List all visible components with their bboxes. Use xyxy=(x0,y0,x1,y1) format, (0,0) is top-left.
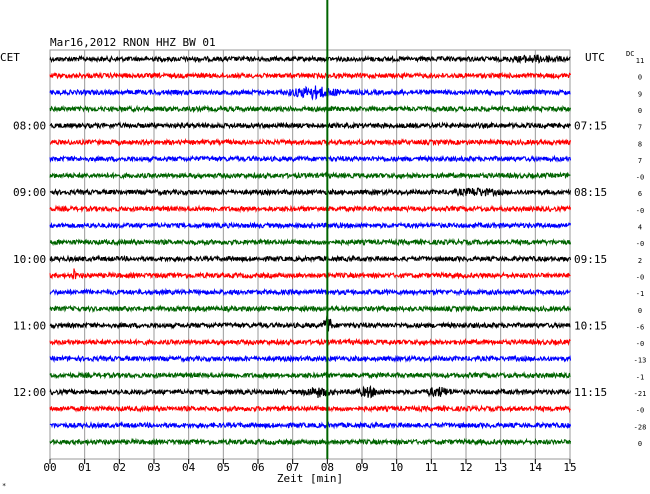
chart-title: Mar16,2012 RNON HHZ BW 01 xyxy=(50,36,216,49)
trace-16 xyxy=(49,315,571,332)
trace-8 xyxy=(49,187,572,198)
left-axis-title: CET xyxy=(0,51,20,64)
dc-offset-label: 6 xyxy=(638,190,642,198)
dc-offset-label: 0 xyxy=(638,74,642,82)
x-tick-label: 05 xyxy=(217,461,230,474)
trace-3 xyxy=(49,104,572,114)
trace-21 xyxy=(49,404,571,414)
trace-17 xyxy=(49,337,571,347)
x-tick-label: 04 xyxy=(182,461,196,474)
dc-offset-label: -0 xyxy=(636,407,644,415)
left-time-label: 09:00 xyxy=(13,186,46,199)
dc-offset-label: 7 xyxy=(638,124,642,132)
right-time-label: 09:15 xyxy=(574,253,607,266)
trace-18 xyxy=(49,354,572,364)
trace-14 xyxy=(49,287,571,297)
x-tick-label: 11 xyxy=(425,461,438,474)
trace-22 xyxy=(49,420,572,430)
dc-offset-label: -1 xyxy=(636,373,644,381)
x-tick-label: 03 xyxy=(147,461,160,474)
trace-2 xyxy=(49,85,571,101)
x-tick-label: 10 xyxy=(390,461,403,474)
dc-offset-label: 4 xyxy=(638,224,642,232)
right-time-label: 11:15 xyxy=(574,386,607,399)
trace-5 xyxy=(49,137,572,147)
trace-9 xyxy=(49,204,572,214)
left-time-label: 10:00 xyxy=(13,253,46,266)
dc-offset-label: -0 xyxy=(636,240,644,248)
right-time-label: 07:15 xyxy=(574,120,607,133)
x-tick-label: 07 xyxy=(286,461,299,474)
x-tick-label: 15 xyxy=(563,461,576,474)
trace-15 xyxy=(49,304,572,314)
dc-offset-label: -1 xyxy=(636,290,644,298)
trace-6 xyxy=(49,154,572,164)
label-layer: Mar16,2012 RNON HHZ BW 01 CET UTC DC Zei… xyxy=(0,36,646,490)
dc-offset-label: 0 xyxy=(638,440,642,448)
dc-offset-label: -0 xyxy=(636,273,644,281)
trace-1 xyxy=(49,71,572,81)
trace-13 xyxy=(49,268,571,280)
dc-offset-label: -0 xyxy=(636,174,644,182)
trace-0 xyxy=(49,54,571,64)
trace-7 xyxy=(49,171,571,180)
x-tick-label: 14 xyxy=(529,461,543,474)
dc-offset-label: 0 xyxy=(638,307,642,315)
dc-offset-label: 7 xyxy=(638,157,642,165)
x-tick-label: 13 xyxy=(494,461,507,474)
dc-offset-label: -13 xyxy=(634,357,647,365)
dc-label: DC xyxy=(626,50,634,58)
dc-offset-label: -0 xyxy=(636,340,644,348)
x-tick-label: 12 xyxy=(459,461,472,474)
dc-offset-label: 2 xyxy=(638,257,642,265)
dc-offset-label: 0 xyxy=(638,107,642,115)
dc-offset-label: -28 xyxy=(634,423,647,431)
dc-offset-label: -6 xyxy=(636,323,644,331)
x-axis-label: Zeit [min] xyxy=(277,472,343,485)
x-tick-label: 09 xyxy=(355,461,368,474)
left-time-label: 08:00 xyxy=(13,120,46,133)
dc-offset-label: 11 xyxy=(636,57,644,65)
trace-12 xyxy=(49,254,572,264)
dc-offset-label: 9 xyxy=(638,90,642,98)
trace-layer xyxy=(49,0,572,459)
right-time-label: 08:15 xyxy=(574,186,607,199)
left-time-label: 12:00 xyxy=(13,386,46,399)
x-tick-label: 06 xyxy=(251,461,264,474)
trace-20 xyxy=(49,384,572,399)
right-time-label: 10:15 xyxy=(574,319,607,332)
x-tick-label: 01 xyxy=(78,461,91,474)
trace-11 xyxy=(49,237,572,247)
dc-offset-label: -0 xyxy=(636,207,644,215)
corner-mark: * xyxy=(2,482,6,490)
plot-frame xyxy=(49,49,571,460)
x-tick-label: 00 xyxy=(43,461,56,474)
trace-19 xyxy=(49,370,571,380)
right-axis-title: UTC xyxy=(585,51,605,64)
x-tick-label: 02 xyxy=(113,461,126,474)
trace-23 xyxy=(49,437,572,447)
dc-offset-label: 8 xyxy=(638,140,642,148)
left-time-label: 11:00 xyxy=(13,319,46,332)
trace-10 xyxy=(49,221,572,230)
trace-4 xyxy=(49,121,572,130)
x-tick-label: 08 xyxy=(321,461,334,474)
dc-offset-label: -21 xyxy=(634,390,647,398)
